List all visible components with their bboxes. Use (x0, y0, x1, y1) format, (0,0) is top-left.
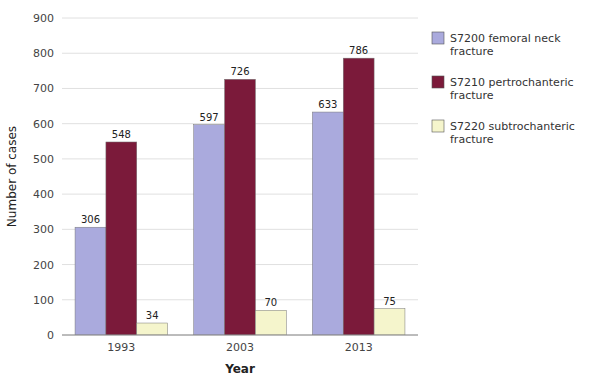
data-label: 34 (146, 310, 159, 321)
data-label: 597 (200, 112, 219, 123)
y-tick-label: 800 (33, 47, 54, 60)
y-tick-label: 600 (33, 118, 54, 131)
y-axis: 0 100 200 300 400 500 600 700 800 900 (33, 12, 418, 342)
y-tick-label: 700 (33, 82, 54, 95)
data-label: 75 (383, 296, 396, 307)
bar (106, 142, 137, 335)
bar (312, 112, 343, 335)
legend-label-line: fracture (450, 89, 494, 102)
legend-label-line: fracture (450, 45, 494, 58)
bar (75, 227, 106, 335)
legend-label-line: fracture (450, 133, 494, 146)
data-label: 633 (318, 99, 337, 110)
legend-swatch (432, 120, 444, 132)
legend-swatch (432, 32, 444, 44)
x-axis-label: Year (224, 362, 255, 376)
bar (374, 309, 405, 335)
x-tick-label: 2003 (226, 341, 254, 354)
bar (194, 125, 225, 335)
y-tick-label: 500 (33, 153, 54, 166)
x-tick-label: 2013 (345, 341, 373, 354)
bar (137, 323, 168, 335)
bar (255, 310, 286, 335)
y-tick-label: 200 (33, 259, 54, 272)
y-tick-label: 400 (33, 188, 54, 201)
y-axis-label: Number of cases (5, 126, 19, 227)
y-tick-label: 300 (33, 223, 54, 236)
legend: S7200 femoral neckfractureS7210 pertroch… (432, 32, 575, 146)
data-labels: 306 597 633 548 726 786 34 70 75 (81, 45, 396, 321)
x-axis: 1993 2003 2013 (62, 335, 418, 354)
grid-line (62, 18, 418, 19)
legend-label: S7210 pertrochantericfracture (450, 76, 574, 102)
data-label: 548 (112, 129, 131, 140)
legend-label-line: S7200 femoral neck (450, 32, 561, 45)
legend-label: S7200 femoral neckfracture (450, 32, 561, 58)
data-label: 70 (264, 297, 277, 308)
data-label: 786 (349, 45, 368, 56)
y-tick-label: 0 (47, 329, 54, 342)
legend-swatch (432, 76, 444, 88)
legend-label: S7220 subtrochantericfracture (450, 120, 575, 146)
data-label: 726 (230, 66, 249, 77)
data-label: 306 (81, 214, 100, 225)
y-tick-label: 900 (33, 12, 54, 25)
chart: 0 100 200 300 400 500 600 700 800 900 306 597 633 548… (0, 0, 589, 383)
legend-label-line: S7210 pertrochanteric (450, 76, 574, 89)
y-tick-label: 100 (33, 294, 54, 307)
grid-line (62, 335, 418, 336)
x-axis-line (62, 335, 418, 336)
legend-label-line: S7220 subtrochanteric (450, 120, 575, 133)
bar (225, 79, 256, 335)
x-tick-label: 1993 (107, 341, 135, 354)
bars (75, 58, 405, 335)
bar (343, 58, 374, 335)
